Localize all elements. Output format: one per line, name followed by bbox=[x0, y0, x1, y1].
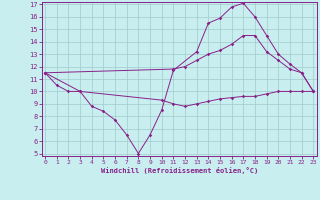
X-axis label: Windchill (Refroidissement éolien,°C): Windchill (Refroidissement éolien,°C) bbox=[100, 167, 258, 174]
